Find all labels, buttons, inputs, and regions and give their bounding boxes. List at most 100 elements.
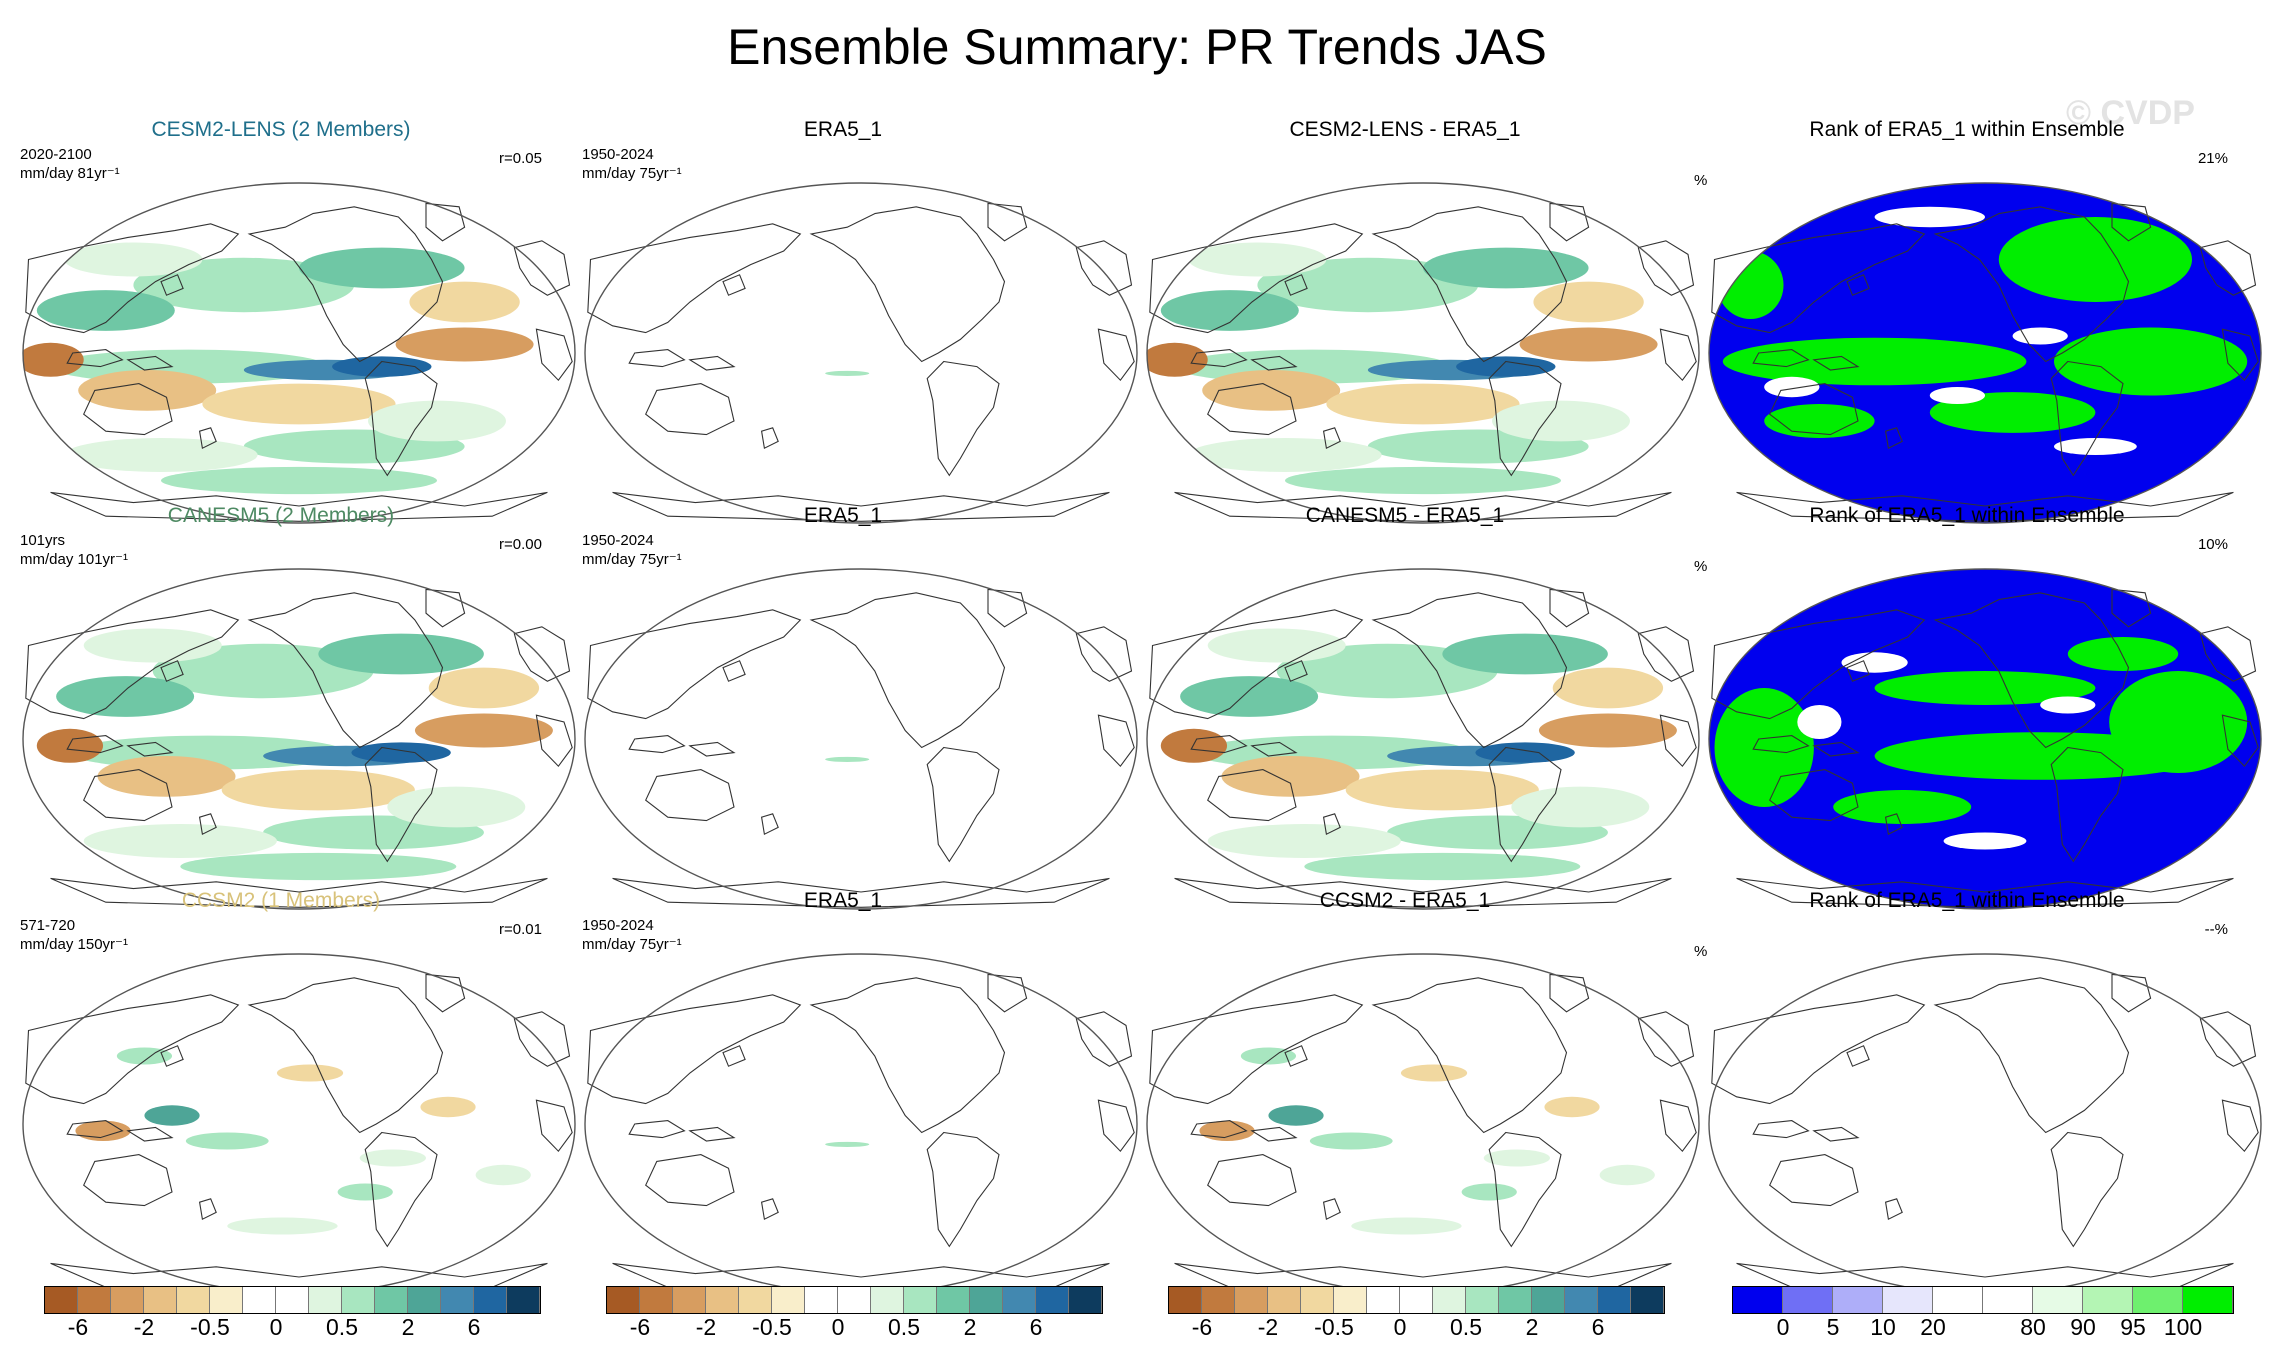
field-patch-2 — [1456, 356, 1556, 377]
field-patch-2 — [1475, 742, 1575, 763]
coastline-3 — [513, 1011, 571, 1067]
colorbar-box — [111, 1287, 144, 1313]
colorbar-tick-label: 6 — [1029, 1314, 1043, 1340]
map-border — [1708, 568, 2262, 910]
coastline-11 — [1174, 491, 1672, 522]
coastline-6 — [160, 274, 184, 296]
coastlines — [1711, 588, 2259, 908]
colorbar-tick-label: 100 — [2163, 1314, 2203, 1340]
coastline-2 — [2111, 202, 2152, 242]
coastline-8 — [1250, 741, 1298, 757]
map-obs — [584, 182, 1138, 524]
coastline-6 — [1284, 660, 1308, 682]
rank-patch-0 — [1998, 217, 2192, 302]
units-label: mm/day 81yr⁻¹ — [20, 165, 120, 182]
colorbar-box — [1069, 1287, 1102, 1313]
colorbar-tick-label: 0 — [1776, 1314, 1790, 1340]
colorbar-box — [276, 1287, 309, 1313]
field-patch-9 — [227, 1217, 338, 1235]
field-patch-9 — [1538, 713, 1677, 748]
coastline-8 — [1250, 1126, 1298, 1142]
colorbar-box — [1733, 1287, 1783, 1313]
colorbar-box — [309, 1287, 342, 1313]
coastline-7 — [1190, 349, 1248, 368]
colorbar-box — [2133, 1287, 2183, 1313]
coastline-6 — [1284, 274, 1308, 296]
coastline-9 — [1769, 1154, 1859, 1207]
correlation-label: r=0.01 — [499, 921, 542, 938]
coastline-4 — [1097, 1099, 1135, 1153]
colorbar-box — [1169, 1287, 1202, 1313]
coastline-1 — [926, 360, 1000, 477]
colorbar-box — [1933, 1287, 1983, 1313]
field-patch-3 — [1147, 342, 1208, 377]
coastline-4 — [2221, 1099, 2259, 1153]
field-patch-6 — [1276, 643, 1498, 699]
field-patch-9 — [395, 327, 534, 362]
coastlines — [587, 973, 1135, 1293]
coastline-4 — [535, 328, 573, 382]
field-patch-0 — [1199, 1120, 1255, 1141]
panel-title: CCSM2 - ERA5_1 — [1319, 889, 1491, 912]
field-patch-7 — [1423, 247, 1589, 289]
field-patch-13 — [1188, 242, 1327, 277]
coastline-2 — [1549, 202, 1590, 242]
coastline-10 — [1884, 813, 1903, 836]
field-patch-13 — [83, 628, 222, 663]
map-border — [584, 953, 1138, 1295]
coastline-9 — [83, 1154, 173, 1207]
field-patch-8 — [475, 1164, 531, 1186]
colorbar-tick-label: 2 — [401, 1314, 415, 1340]
colorbar-tick-label: -0.5 — [752, 1314, 792, 1340]
field-patch-8 — [56, 676, 195, 717]
coastline-5 — [1149, 609, 1364, 720]
map-diff — [1146, 182, 1700, 524]
panel-model-row-0: CESM2-LENS (2 Members) 2020-2100 mm/day 81… — [0, 118, 576, 524]
coastline-0 — [1933, 206, 2130, 363]
colorbar-tick-label: 90 — [2070, 1314, 2096, 1340]
field-patch-14 — [1533, 281, 1644, 323]
rank-patch-2 — [1874, 671, 2096, 705]
colorbar-box — [1268, 1287, 1301, 1313]
panel-title: CANESM5 (2 Members) — [167, 504, 395, 527]
coastline-3 — [513, 626, 571, 682]
percent-unit-label: % — [1694, 943, 1708, 960]
rank-patch-7 — [1943, 832, 2027, 850]
units-label: mm/day 75yr⁻¹ — [582, 551, 682, 568]
units-label: mm/day 75yr⁻¹ — [582, 165, 682, 182]
coastline-1 — [926, 746, 1000, 863]
field-patch-11 — [1207, 824, 1401, 858]
panel-obs-row-1: ERA5_1 1950-2024 mm/day 75yr⁻¹ — [562, 504, 1138, 910]
colorbar-tick-label: 0 — [831, 1314, 845, 1340]
coastline-11 — [50, 491, 548, 522]
colorbar-box — [1598, 1287, 1631, 1313]
panel-rank-row-1: Rank of ERA5_1 within Ensemble% 10% — [1686, 504, 2262, 910]
field-patch-2 — [351, 742, 451, 763]
panel-title: CESM2-LENS - ERA5_1 — [1289, 118, 1521, 141]
coastline-8 — [688, 741, 736, 757]
coastline-7 — [66, 735, 124, 754]
coastline-1 — [2050, 1131, 2124, 1248]
field-patch-9 — [1351, 1217, 1462, 1235]
panel-title: CCSM2 (1 Members) — [181, 889, 381, 912]
coastline-8 — [1812, 1126, 1860, 1142]
field-patch-6 — [152, 643, 374, 699]
colorbar-boxes — [1168, 1286, 1665, 1314]
colorbar-box — [1202, 1287, 1235, 1313]
colorbar-trend-2: -6 -2 -0.5 0 0.5 2 6 — [606, 1286, 1103, 1346]
colorbar-box — [937, 1287, 970, 1313]
colorbar-tick-label: 2 — [963, 1314, 977, 1340]
coastline-9 — [83, 383, 173, 436]
panel-title: ERA5_1 — [803, 889, 883, 912]
colorbar-box — [1833, 1287, 1883, 1313]
colorbar-box — [507, 1287, 540, 1313]
coastline-7 — [66, 1120, 124, 1139]
colorbar-tick-label: 95 — [2120, 1314, 2146, 1340]
map-rank — [1708, 568, 2262, 910]
field-patch-11 — [1188, 438, 1382, 472]
colorbar-box — [1433, 1287, 1466, 1313]
field-patch-0 — [75, 1120, 131, 1141]
field-patch-11 — [83, 824, 277, 858]
panel-rank-row-2: Rank of ERA5_1 within Ensemble% --% — [1686, 889, 2262, 1295]
rank-patch-6 — [1874, 206, 1985, 228]
